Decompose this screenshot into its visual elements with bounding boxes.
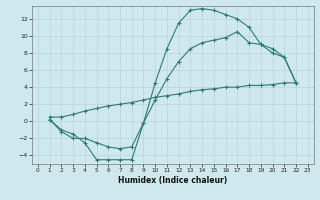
- X-axis label: Humidex (Indice chaleur): Humidex (Indice chaleur): [118, 176, 228, 185]
